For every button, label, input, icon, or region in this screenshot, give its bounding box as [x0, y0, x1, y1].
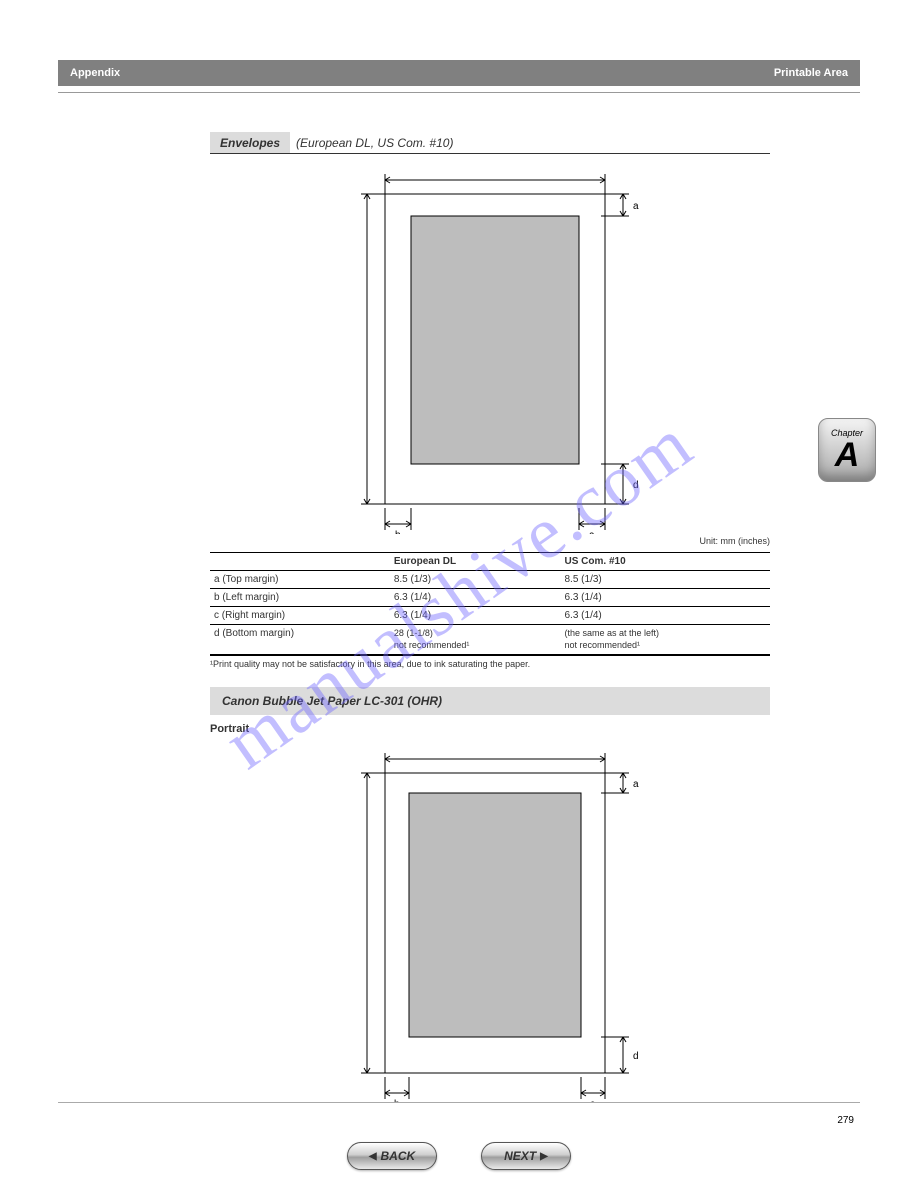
svg-text:a: a — [633, 779, 639, 790]
back-label: BACK — [381, 1149, 416, 1163]
section2-subtitle: Portrait — [210, 723, 770, 735]
th-col1: European DL — [390, 553, 561, 571]
table-row: a (Top margin)8.5 (1/3)8.5 (1/3) — [210, 571, 770, 589]
table-cell: 28 (1-1/8)not recommended¹ — [390, 625, 561, 656]
next-arrow-icon: ▶ — [540, 1151, 548, 1162]
svg-text:a: a — [633, 201, 639, 212]
chapter-tab: Chapter A — [818, 418, 876, 482]
page-number: 279 — [837, 1115, 854, 1126]
section2-title: Canon Bubble Jet Paper LC-301 (OHR) — [222, 694, 442, 708]
footer-rule — [58, 1102, 860, 1103]
table-cell: a (Top margin) — [210, 571, 390, 589]
th-blank — [210, 553, 390, 571]
section1-heading: Envelopes (European DL, US Com. #10) — [210, 132, 770, 154]
th-col2: US Com. #10 — [561, 553, 771, 571]
header-rule — [58, 92, 860, 93]
table-cell: 6.3 (1/4) — [561, 589, 771, 607]
table-row: d (Bottom margin)28 (1-1/8)not recommend… — [210, 625, 770, 656]
table-row: c (Right margin)6.3 (1/4)6.3 (1/4) — [210, 607, 770, 625]
next-button[interactable]: NEXT ▶ — [481, 1142, 571, 1170]
table-footnote: ¹Print quality may not be satisfactory i… — [210, 659, 770, 669]
section1-subtitle: (European DL, US Com. #10) — [290, 136, 453, 153]
table-cell: c (Right margin) — [210, 607, 390, 625]
page-content: Envelopes (European DL, US Com. #10) a d b… — [210, 132, 770, 1116]
header-left: Appendix — [70, 67, 120, 79]
next-label: NEXT — [504, 1149, 536, 1163]
table-head-row: European DL US Com. #10 — [210, 553, 770, 571]
lc301-diagram: adbc — [310, 743, 670, 1103]
unit-note: Unit: mm (inches) — [210, 536, 770, 546]
svg-text:d: d — [633, 1051, 639, 1062]
svg-text:d: d — [633, 480, 639, 491]
back-arrow-icon: ◀ — [369, 1151, 377, 1162]
nav-buttons: ◀ BACK NEXT ▶ — [0, 1142, 918, 1170]
table-row: b (Left margin)6.3 (1/4)6.3 (1/4) — [210, 589, 770, 607]
table-cell: b (Left margin) — [210, 589, 390, 607]
table-cell: 6.3 (1/4) — [390, 589, 561, 607]
header-right: Printable Area — [774, 67, 848, 79]
table-cell: 6.3 (1/4) — [390, 607, 561, 625]
chapter-tab-letter: A — [835, 438, 860, 472]
header-bar: Appendix Printable Area — [58, 60, 860, 86]
margin-table: European DL US Com. #10 a (Top margin)8.… — [210, 552, 770, 656]
svg-text:c: c — [589, 530, 594, 534]
section1-tag: Envelopes — [210, 132, 290, 153]
table-cell: 6.3 (1/4) — [561, 607, 771, 625]
table-cell: 8.5 (1/3) — [390, 571, 561, 589]
section2-heading: Canon Bubble Jet Paper LC-301 (OHR) — [210, 687, 770, 715]
table-cell: 8.5 (1/3) — [561, 571, 771, 589]
table-cell: (the same as at the left)not recommended… — [561, 625, 771, 656]
back-button[interactable]: ◀ BACK — [347, 1142, 437, 1170]
svg-text:b: b — [395, 530, 401, 534]
envelope-diagram: a d b c — [310, 164, 670, 534]
table-cell: d (Bottom margin) — [210, 625, 390, 656]
